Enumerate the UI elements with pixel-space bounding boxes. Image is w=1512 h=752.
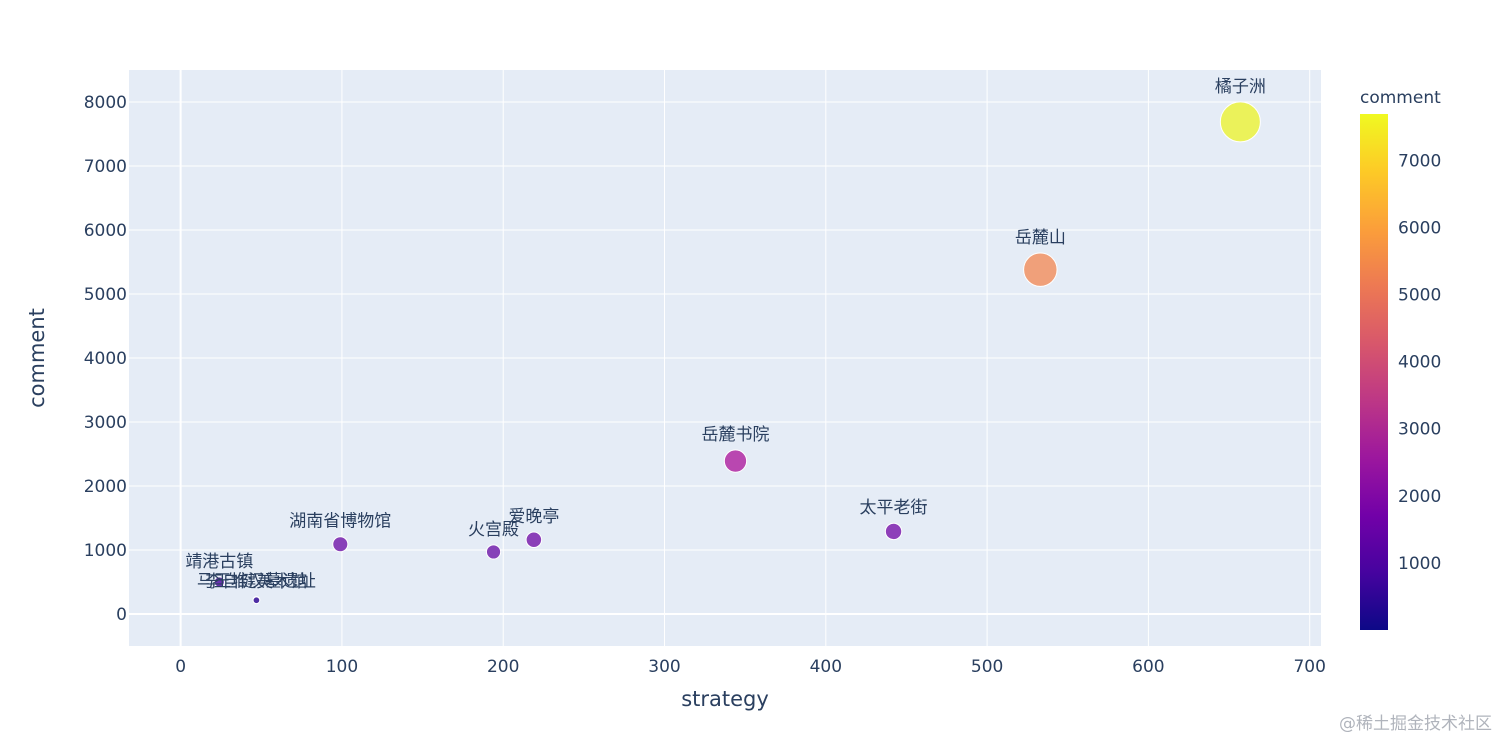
y-tick-labels: 0 1000 2000 3000 4000 5000 6000 7000 8000 [84, 93, 127, 625]
colorbar [1360, 114, 1388, 630]
colorbar-tick-label: 3000 [1398, 420, 1441, 440]
colorbar-tick-label: 6000 [1398, 218, 1441, 238]
data-point [252, 596, 261, 605]
x-tick-label: 400 [810, 657, 842, 677]
y-tick-label: 0 [116, 605, 127, 625]
point-label: 岳麓山 [1015, 228, 1066, 248]
data-point [1219, 101, 1261, 143]
y-tick-label: 3000 [84, 413, 127, 433]
colorbar-tick-labels: 1000 2000 3000 4000 5000 6000 7000 [1398, 151, 1441, 574]
colorbar-title: comment [1360, 88, 1441, 108]
x-tick-label: 500 [971, 657, 1003, 677]
y-tick-label: 7000 [84, 157, 127, 177]
x-axis-title: strategy [681, 687, 769, 711]
point-label: 马王堆汉墓遗址 [197, 572, 316, 592]
data-point [884, 522, 903, 541]
data-point [485, 544, 502, 560]
y-tick-label: 6000 [84, 221, 127, 241]
colorbar-tick-label: 4000 [1398, 353, 1441, 373]
colorbar-tick-label: 7000 [1398, 151, 1441, 171]
point-label: 太平老街 [860, 498, 928, 518]
x-tick-label: 100 [326, 657, 358, 677]
point-label: 李自健美术馆 [205, 572, 307, 592]
point-label: 靖港古镇 [185, 552, 253, 572]
point-label: 橘子洲 [1215, 77, 1266, 97]
y-axis-title: comment [25, 308, 49, 408]
point-label: 湖南省博物馆 [289, 512, 391, 532]
data-point [1023, 252, 1058, 287]
point-label: 岳麓书院 [701, 425, 769, 445]
y-tick-label: 2000 [84, 477, 127, 497]
point-label: 火宫殿 [468, 520, 519, 540]
x-tick-label: 200 [487, 657, 519, 677]
data-point [525, 531, 543, 549]
y-tick-label: 8000 [84, 93, 127, 113]
colorbar-tick-label: 2000 [1398, 487, 1441, 507]
x-tick-labels: 0 100 200 300 400 500 600 700 [175, 657, 1326, 677]
data-point [213, 576, 225, 588]
data-points [213, 101, 1261, 605]
data-point [332, 536, 349, 553]
data-point [723, 449, 748, 473]
y-tick-label: 4000 [84, 349, 127, 369]
point-label: 爱晚亭 [508, 507, 559, 527]
colorbar-tick-label: 1000 [1398, 554, 1441, 574]
x-tick-label: 0 [175, 657, 186, 677]
x-tick-label: 700 [1293, 657, 1325, 677]
colorbar-tick-label: 5000 [1398, 285, 1441, 305]
y-tick-label: 1000 [84, 541, 127, 561]
y-tick-label: 5000 [84, 285, 127, 305]
x-tick-label: 600 [1132, 657, 1164, 677]
x-tick-label: 300 [648, 657, 680, 677]
grid-lines [129, 70, 1321, 646]
watermark: @稀土掘金技术社区 [1339, 714, 1492, 734]
